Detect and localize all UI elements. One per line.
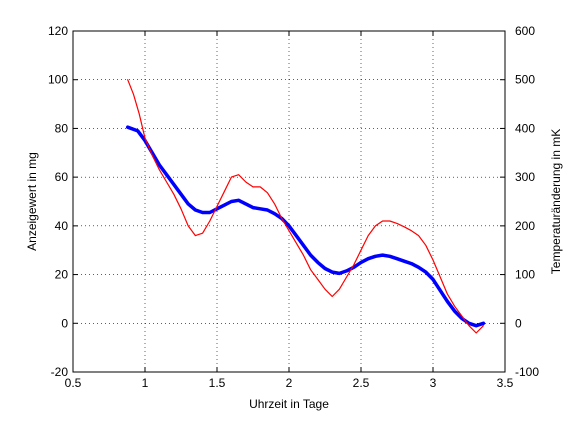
left-y-tick-label: 80 bbox=[55, 121, 69, 135]
right-y-tick-label: 0 bbox=[515, 316, 522, 330]
x-tick-label: 3.5 bbox=[497, 376, 514, 390]
right-y-tick-label: 200 bbox=[515, 219, 535, 233]
left-y-tick-label: 60 bbox=[55, 170, 69, 184]
right-y-tick-label: 500 bbox=[515, 73, 535, 87]
right-y-tick-label: 600 bbox=[515, 24, 535, 38]
left-y-tick-label: 100 bbox=[48, 73, 68, 87]
left-y-axis-label: Anzeigewert in mg bbox=[25, 152, 39, 251]
axis-ticks: 0.5 1 1.5 2 2.5 3 3.5 -20 0 20 40 60 80 100 120 -100 0 10… bbox=[48, 24, 539, 390]
grid-lines bbox=[73, 31, 505, 372]
x-tick-label: 2 bbox=[286, 376, 293, 390]
reading-series-line bbox=[125, 125, 486, 328]
x-tick-label: 1 bbox=[142, 376, 149, 390]
data-series bbox=[125, 79, 486, 334]
right-y-tick-label: 100 bbox=[515, 268, 535, 282]
left-y-tick-label: 40 bbox=[55, 219, 69, 233]
plot-area-border bbox=[72, 30, 506, 373]
x-tick-label: 1.5 bbox=[209, 376, 226, 390]
right-y-tick-label: -100 bbox=[515, 365, 539, 379]
right-y-tick-label: 400 bbox=[515, 121, 535, 135]
x-tick-label: 3 bbox=[430, 376, 437, 390]
left-y-tick-label: -20 bbox=[51, 365, 69, 379]
x-tick-label: 2.5 bbox=[353, 376, 370, 390]
right-y-tick-label: 300 bbox=[515, 170, 535, 184]
x-tick-label: 0.5 bbox=[65, 376, 82, 390]
x-axis-label: Uhrzeit in Tage bbox=[249, 397, 329, 411]
temperature-series-line bbox=[127, 79, 484, 334]
left-y-tick-label: 120 bbox=[48, 24, 68, 38]
left-y-tick-label: 20 bbox=[55, 268, 69, 282]
left-y-tick-label: 0 bbox=[61, 316, 68, 330]
right-y-axis-label: Temperaturänderung in mK bbox=[549, 129, 563, 274]
